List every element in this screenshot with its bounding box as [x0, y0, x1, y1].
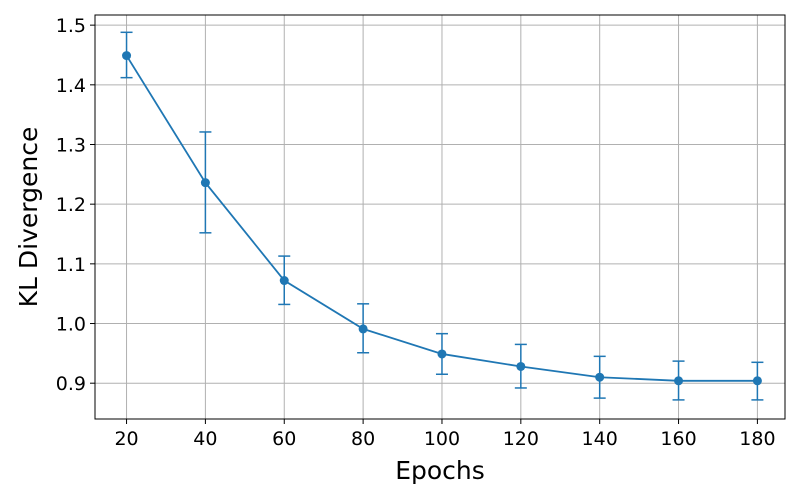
data-point: [279, 276, 289, 286]
x-tick-label: 20: [114, 428, 138, 450]
y-tick-label: 1.4: [56, 75, 86, 97]
x-tick-label: 180: [739, 428, 775, 450]
x-tick-label: 40: [193, 428, 217, 450]
x-tick-label: 160: [660, 428, 696, 450]
data-point: [122, 51, 132, 61]
y-tick-label: 1.0: [56, 314, 86, 336]
y-axis-title: KL Divergence: [14, 127, 43, 308]
x-tick-label: 100: [424, 428, 460, 450]
data-points: [122, 51, 762, 386]
data-point: [595, 372, 605, 382]
y-tick-label: 1.5: [56, 15, 86, 37]
grid: [95, 15, 785, 419]
x-tick-label: 80: [351, 428, 375, 450]
y-tick-label: 1.2: [56, 194, 86, 216]
y-tick-label: 1.1: [56, 254, 86, 276]
x-tick-label: 60: [272, 428, 296, 450]
y-axis-ticks: 0.9 1.0 1.1 1.2 1.3 1.4 1.5: [56, 15, 95, 395]
x-tick-label: 120: [503, 428, 539, 450]
data-point: [674, 376, 684, 386]
data-point: [358, 324, 368, 334]
x-axis-ticks: 20 40 60 80 100 120 140 160 180: [114, 419, 776, 450]
data-point: [752, 376, 762, 386]
data-point: [200, 178, 210, 188]
y-tick-label: 0.9: [56, 373, 86, 395]
y-tick-label: 1.3: [56, 134, 86, 156]
data-point: [437, 349, 447, 359]
data-point: [516, 361, 526, 371]
x-axis-title: Epochs: [395, 456, 485, 485]
plot-frame: [94, 14, 786, 420]
x-tick-label: 140: [582, 428, 618, 450]
